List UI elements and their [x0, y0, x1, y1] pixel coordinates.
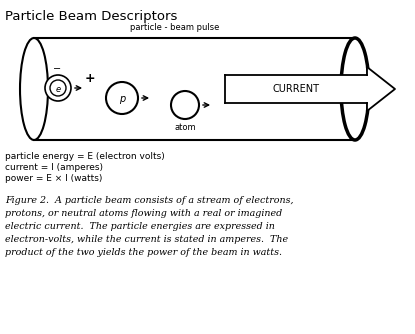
- Bar: [225, 75, 367, 103]
- Text: e: e: [56, 85, 61, 94]
- Text: atom: atom: [174, 123, 196, 132]
- Text: −: −: [53, 64, 61, 74]
- Circle shape: [45, 75, 71, 101]
- Ellipse shape: [341, 38, 369, 140]
- Bar: [34, 38, 355, 140]
- Circle shape: [106, 82, 138, 114]
- Text: particle energy = E (electron volts): particle energy = E (electron volts): [5, 152, 165, 161]
- Text: Particle Beam Descriptors: Particle Beam Descriptors: [5, 10, 177, 23]
- Text: product of the two yields the power of the beam in watts.: product of the two yields the power of t…: [5, 248, 282, 257]
- Text: p: p: [119, 94, 125, 104]
- Text: particle - beam pulse: particle - beam pulse: [130, 23, 220, 32]
- Text: CURRENT: CURRENT: [273, 84, 320, 94]
- Text: current = I (amperes): current = I (amperes): [5, 163, 103, 172]
- Text: Figure 2.  A particle beam consists of a stream of electrons,: Figure 2. A particle beam consists of a …: [5, 196, 293, 205]
- Text: protons, or neutral atoms flowing with a real or imagined: protons, or neutral atoms flowing with a…: [5, 209, 282, 218]
- Polygon shape: [367, 67, 395, 111]
- Text: power = E × I (watts): power = E × I (watts): [5, 174, 103, 183]
- Text: electron-volts, while the current is stated in amperes.  The: electron-volts, while the current is sta…: [5, 235, 288, 244]
- Text: electric current.  The particle energies are expressed in: electric current. The particle energies …: [5, 222, 275, 231]
- Text: +: +: [85, 72, 95, 86]
- Circle shape: [171, 91, 199, 119]
